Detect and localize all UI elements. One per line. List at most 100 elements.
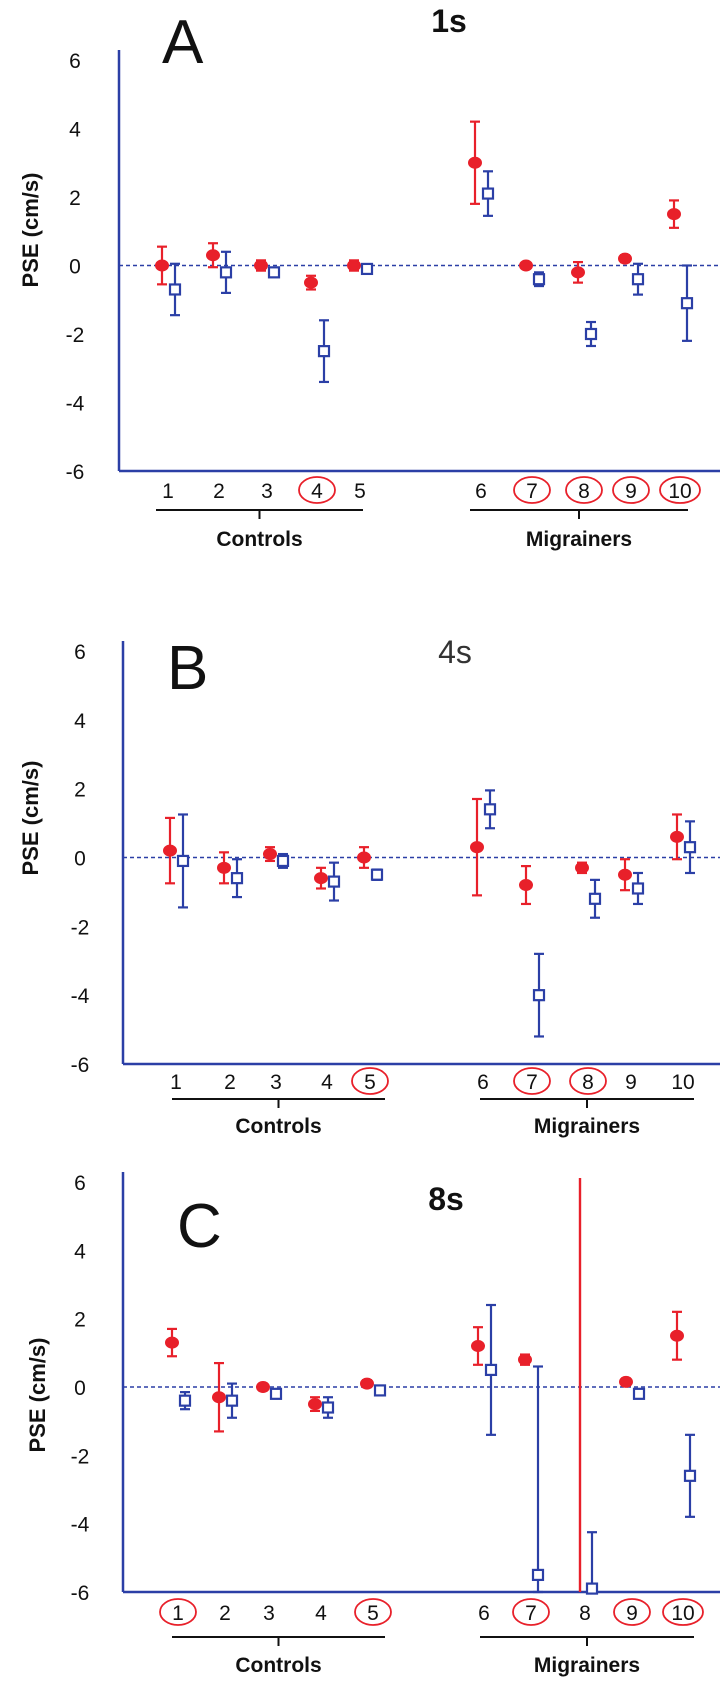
data-point bbox=[370, 868, 384, 881]
data-point bbox=[168, 283, 182, 296]
data-point bbox=[347, 259, 361, 272]
data-point bbox=[667, 208, 681, 221]
data-point bbox=[631, 273, 645, 286]
x-tick-label: 6 bbox=[475, 480, 487, 503]
data-point bbox=[484, 1363, 498, 1377]
data-point bbox=[360, 262, 374, 276]
data-point bbox=[155, 259, 169, 272]
y-tick-label: -4 bbox=[71, 1514, 90, 1537]
x-tick-label: 3 bbox=[263, 1602, 275, 1625]
x-tick-label: 2 bbox=[224, 1071, 236, 1094]
group-label: Migrainers bbox=[534, 1654, 640, 1677]
subject-highlight-circle bbox=[659, 476, 701, 504]
data-point bbox=[357, 851, 371, 864]
x-tick-label: 4 bbox=[311, 480, 323, 503]
y-tick-label: -6 bbox=[66, 461, 85, 484]
data-point bbox=[471, 1340, 485, 1352]
subject-highlight-circle bbox=[569, 1067, 607, 1095]
data-point bbox=[163, 844, 177, 857]
x-tick-label: 8 bbox=[578, 480, 590, 503]
data-point bbox=[575, 861, 589, 874]
data-point bbox=[619, 1375, 633, 1388]
data-point bbox=[632, 1387, 646, 1400]
data-point bbox=[585, 1582, 599, 1595]
data-point bbox=[360, 1377, 374, 1390]
y-tick-label: -6 bbox=[71, 1582, 90, 1605]
data-point bbox=[178, 1394, 192, 1407]
panel-letter: B bbox=[167, 634, 208, 703]
x-tick-label: 8 bbox=[579, 1602, 591, 1625]
subject-highlight-circle bbox=[565, 476, 603, 504]
data-point bbox=[571, 266, 585, 279]
y-tick-label: 4 bbox=[69, 119, 81, 142]
x-tick-label: 9 bbox=[626, 1602, 638, 1625]
x-tick-label: 4 bbox=[315, 1602, 327, 1625]
y-tick-label: 6 bbox=[74, 1172, 86, 1195]
data-point bbox=[618, 252, 632, 265]
x-tick-label: 10 bbox=[671, 1071, 694, 1094]
y-tick-label: -2 bbox=[71, 916, 90, 939]
data-point bbox=[219, 266, 233, 279]
data-point bbox=[276, 854, 290, 868]
x-tick-label: 7 bbox=[526, 480, 538, 503]
subject-highlight-circle bbox=[159, 1598, 197, 1626]
x-tick-label: 2 bbox=[213, 480, 225, 503]
subject-highlight-circle bbox=[612, 476, 650, 504]
data-point bbox=[206, 249, 220, 262]
x-tick-label: 5 bbox=[354, 480, 366, 503]
x-tick-label: 3 bbox=[261, 480, 273, 503]
panel-a: 6 4 2 0 -2 -4 -6 PSE (cm/s) A 1s 1 2 3 4 5 6 7 8 9 10 Contro… bbox=[18, 3, 720, 551]
x-tick-label: 6 bbox=[477, 1071, 489, 1094]
data-point bbox=[683, 841, 697, 854]
y-tick-label: 0 bbox=[74, 848, 86, 871]
data-point bbox=[263, 848, 277, 861]
data-point bbox=[217, 861, 231, 874]
data-point bbox=[165, 1336, 179, 1349]
panel-c: 6 4 2 0 -2 -4 -6 PSE (cm/s) C 8s 1 2 3 4 5 6 7 8 9 10 Contro… bbox=[25, 1172, 720, 1677]
x-tick-label: 2 bbox=[219, 1602, 231, 1625]
group-label: Controls bbox=[235, 1654, 321, 1677]
data-point bbox=[481, 187, 495, 200]
y-tick-label: 6 bbox=[74, 641, 86, 664]
data-point bbox=[518, 1353, 532, 1366]
data-point bbox=[256, 1381, 270, 1393]
data-point bbox=[308, 1398, 322, 1411]
y-tick-label: 0 bbox=[69, 256, 81, 279]
group-label: Controls bbox=[216, 528, 302, 551]
x-tick-label: 1 bbox=[172, 1602, 184, 1625]
x-tick-label: 3 bbox=[270, 1071, 282, 1094]
x-tick-label: 1 bbox=[170, 1071, 182, 1094]
y-tick-label: 2 bbox=[74, 1309, 86, 1332]
x-tick-label: 6 bbox=[478, 1602, 490, 1625]
x-tick-label: 10 bbox=[671, 1602, 694, 1625]
y-axis-label: PSE (cm/s) bbox=[18, 761, 43, 876]
y-tick-label: 2 bbox=[74, 779, 86, 802]
y-tick-label: -2 bbox=[66, 324, 85, 347]
y-tick-label: -6 bbox=[71, 1054, 90, 1077]
group-label: Controls bbox=[235, 1115, 321, 1138]
y-tick-label: 4 bbox=[74, 1240, 86, 1263]
data-point bbox=[531, 1568, 545, 1582]
subject-highlight-circle bbox=[512, 1598, 550, 1626]
data-point bbox=[519, 879, 533, 892]
x-tick-label: 9 bbox=[625, 480, 637, 503]
data-point bbox=[304, 276, 318, 289]
x-tick-label: 10 bbox=[668, 480, 691, 503]
panel-letter: C bbox=[177, 1192, 222, 1261]
panel-title: 1s bbox=[431, 3, 467, 39]
data-point bbox=[321, 1401, 335, 1414]
data-point bbox=[314, 872, 328, 885]
x-tick-label: 1 bbox=[162, 480, 174, 503]
group-label: Migrainers bbox=[526, 528, 632, 551]
data-point bbox=[670, 1329, 684, 1342]
y-tick-label: -4 bbox=[71, 985, 90, 1008]
data-point bbox=[670, 830, 684, 843]
y-tick-label: 6 bbox=[69, 50, 81, 73]
data-point bbox=[212, 1391, 226, 1404]
data-point bbox=[373, 1384, 387, 1397]
x-tick-label: 5 bbox=[364, 1071, 376, 1094]
subject-highlight-circle bbox=[613, 1598, 651, 1626]
data-point bbox=[631, 882, 645, 895]
data-point bbox=[327, 875, 341, 888]
